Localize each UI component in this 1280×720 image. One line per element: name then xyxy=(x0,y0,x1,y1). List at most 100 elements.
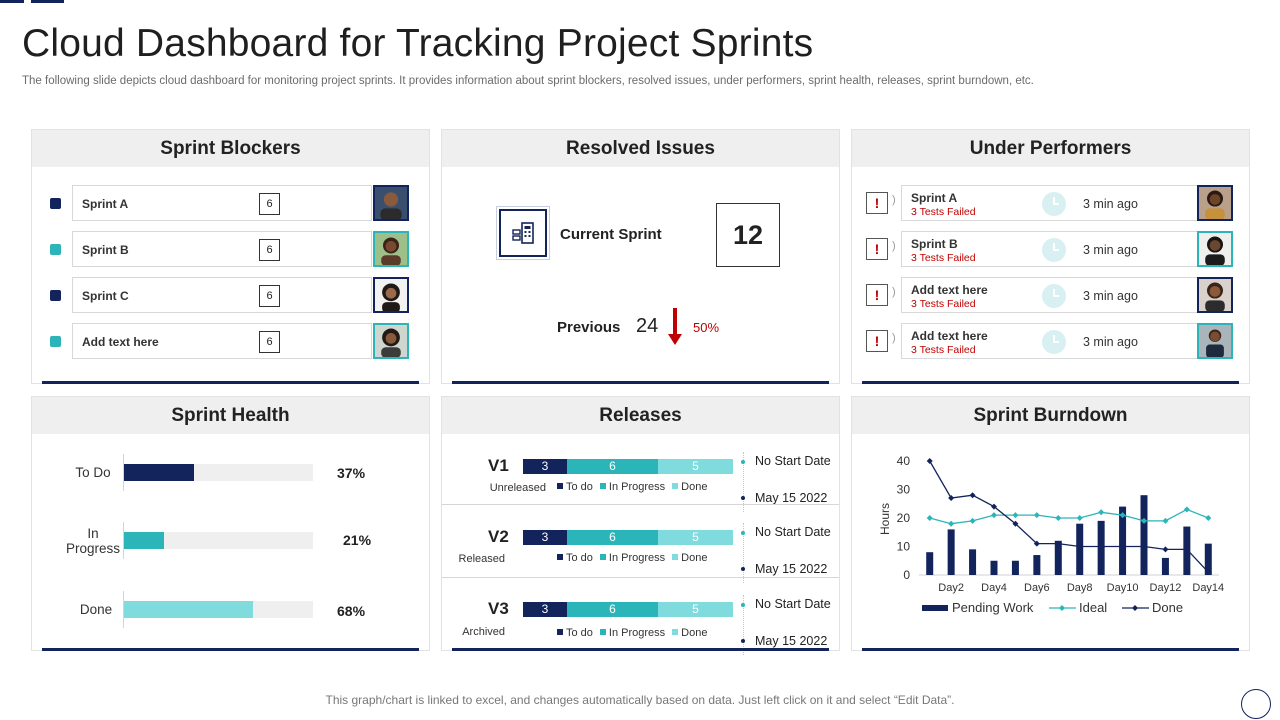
performer-row[interactable]: ! ) Sprint A 3 Tests Failed 3 min ago xyxy=(866,185,1236,221)
done-point xyxy=(1141,543,1147,550)
release-row[interactable]: V1 Unreleased 3 6 5 To do In Progress Do… xyxy=(443,448,839,519)
health-track xyxy=(124,532,313,549)
blocker-row[interactable]: Sprint B 6 xyxy=(50,231,410,267)
panel-title: Releases xyxy=(442,397,839,434)
y-axis-label: Hours xyxy=(878,503,892,535)
panel-underline xyxy=(452,648,829,651)
divider xyxy=(442,504,839,505)
panel-title: Resolved Issues xyxy=(442,130,839,167)
chevron-right-icon: ) xyxy=(892,286,896,298)
previous-value: 24 xyxy=(636,315,659,337)
release-end: May 15 2022 xyxy=(755,562,828,576)
blocker-box: Sprint C 6 xyxy=(72,277,372,313)
chevron-right-icon: ) xyxy=(892,194,896,206)
legend-label: Pending Work xyxy=(952,600,1034,615)
x-tick-label: Day4 xyxy=(981,582,1007,594)
burndown-chart[interactable]: 0 10 20 30 40 Hours Day2 Day4 Day6 Day8 Day10 Day12… xyxy=(852,434,1249,650)
performer-name: Sprint A xyxy=(911,191,958,205)
health-label: In Progress xyxy=(65,526,121,556)
legend-marker-ideal xyxy=(1059,605,1065,611)
blocker-row[interactable]: Add text here 6 xyxy=(50,323,410,359)
done-line xyxy=(929,460,1209,573)
performer-status: 3 Tests Failed xyxy=(911,298,976,310)
legend-item: To do xyxy=(557,481,593,493)
performer-time: 3 min ago xyxy=(1083,197,1138,211)
page-subtitle: The following slide depicts cloud dashbo… xyxy=(22,75,1034,87)
clock-icon xyxy=(1042,284,1066,308)
health-axis xyxy=(123,522,124,559)
release-end: May 15 2022 xyxy=(755,491,828,505)
blocker-row[interactable]: Sprint A 6 xyxy=(50,185,410,221)
release-row[interactable]: V3 Archived 3 6 5 To do In Progress Done… xyxy=(443,591,839,662)
avatar xyxy=(373,231,409,267)
chevron-right-icon: ) xyxy=(892,240,896,252)
todo-segment: 3 xyxy=(523,602,567,617)
avatar xyxy=(1197,323,1233,359)
health-axis xyxy=(123,454,124,491)
panel-title: Sprint Health xyxy=(32,397,429,434)
ideal-point xyxy=(969,517,976,524)
current-sprint-value: 12 xyxy=(716,203,780,267)
calculator-icon xyxy=(499,209,547,257)
avatar xyxy=(1197,231,1233,267)
performer-name: Add text here xyxy=(911,283,988,297)
performer-time: 3 min ago xyxy=(1083,335,1138,349)
todo-segment: 3 xyxy=(523,459,567,474)
legend-item: Done xyxy=(672,481,707,493)
performer-time: 3 min ago xyxy=(1083,289,1138,303)
bullet-icon xyxy=(50,244,61,255)
performer-row[interactable]: ! ) Sprint B 3 Tests Failed 3 min ago xyxy=(866,231,1236,267)
done-point xyxy=(1012,520,1019,527)
x-tick-label: Day14 xyxy=(1192,582,1224,594)
pending-work-bar xyxy=(990,560,998,575)
legend-item: In Progress xyxy=(599,552,665,564)
done-point xyxy=(991,503,997,510)
legend-item: In Progress xyxy=(599,627,665,639)
release-legend: To do In Progress Done xyxy=(557,552,707,564)
alert-icon: ! xyxy=(866,284,888,306)
ideal-point xyxy=(1141,517,1147,524)
y-tick-label: 30 xyxy=(897,483,911,497)
health-bar xyxy=(124,532,164,549)
page-title: Cloud Dashboard for Tracking Project Spr… xyxy=(22,22,814,65)
health-bar xyxy=(124,464,194,481)
release-end: May 15 2022 xyxy=(755,634,828,648)
top-decoration xyxy=(0,0,24,3)
ideal-point xyxy=(1119,512,1126,519)
timeline-dot xyxy=(741,639,745,643)
legend-swatch-pending xyxy=(922,605,948,611)
bullet-icon xyxy=(50,336,61,347)
release-bar: 3 6 5 xyxy=(523,602,733,617)
ideal-point xyxy=(991,512,997,519)
panel-underline xyxy=(452,381,829,384)
ideal-point xyxy=(1012,512,1019,519)
y-tick-label: 10 xyxy=(897,540,911,554)
done-point xyxy=(926,458,933,464)
health-label: To Do xyxy=(75,465,111,480)
resolved-issues-panel: Resolved Issues Current Sprint 12 Previo… xyxy=(441,129,840,384)
performer-row[interactable]: ! ) Add text here 3 Tests Failed 3 min a… xyxy=(866,277,1236,313)
release-start: No Start Date xyxy=(755,525,831,539)
x-tick-label: Day2 xyxy=(938,582,964,594)
inprogress-segment: 6 xyxy=(567,459,658,474)
release-row[interactable]: V2 Released 3 6 5 To do In Progress Done… xyxy=(443,519,839,590)
done-segment: 5 xyxy=(658,459,733,474)
performer-row[interactable]: ! ) Add text here 3 Tests Failed 3 min a… xyxy=(866,323,1236,359)
performer-box: Add text here 3 Tests Failed 3 min ago xyxy=(901,277,1201,313)
release-bar: 3 6 5 xyxy=(523,459,733,474)
alert-icon: ! xyxy=(866,192,888,214)
panel-title: Sprint Blockers xyxy=(32,130,429,167)
top-decoration xyxy=(31,0,64,3)
performer-status: 3 Tests Failed xyxy=(911,252,976,264)
blocker-row[interactable]: Sprint C 6 xyxy=(50,277,410,313)
blocker-count: 6 xyxy=(259,285,280,307)
bullet-icon xyxy=(50,290,61,301)
performer-time: 3 min ago xyxy=(1083,243,1138,257)
release-state: Unreleased xyxy=(489,482,546,494)
performer-box: Sprint A 3 Tests Failed 3 min ago xyxy=(901,185,1201,221)
y-tick-label: 0 xyxy=(903,568,910,582)
health-percent: 37% xyxy=(337,465,366,481)
blocker-label: Sprint A xyxy=(82,197,129,211)
panel-title: Sprint Burndown xyxy=(852,397,1249,434)
ideal-point xyxy=(1076,515,1083,521)
